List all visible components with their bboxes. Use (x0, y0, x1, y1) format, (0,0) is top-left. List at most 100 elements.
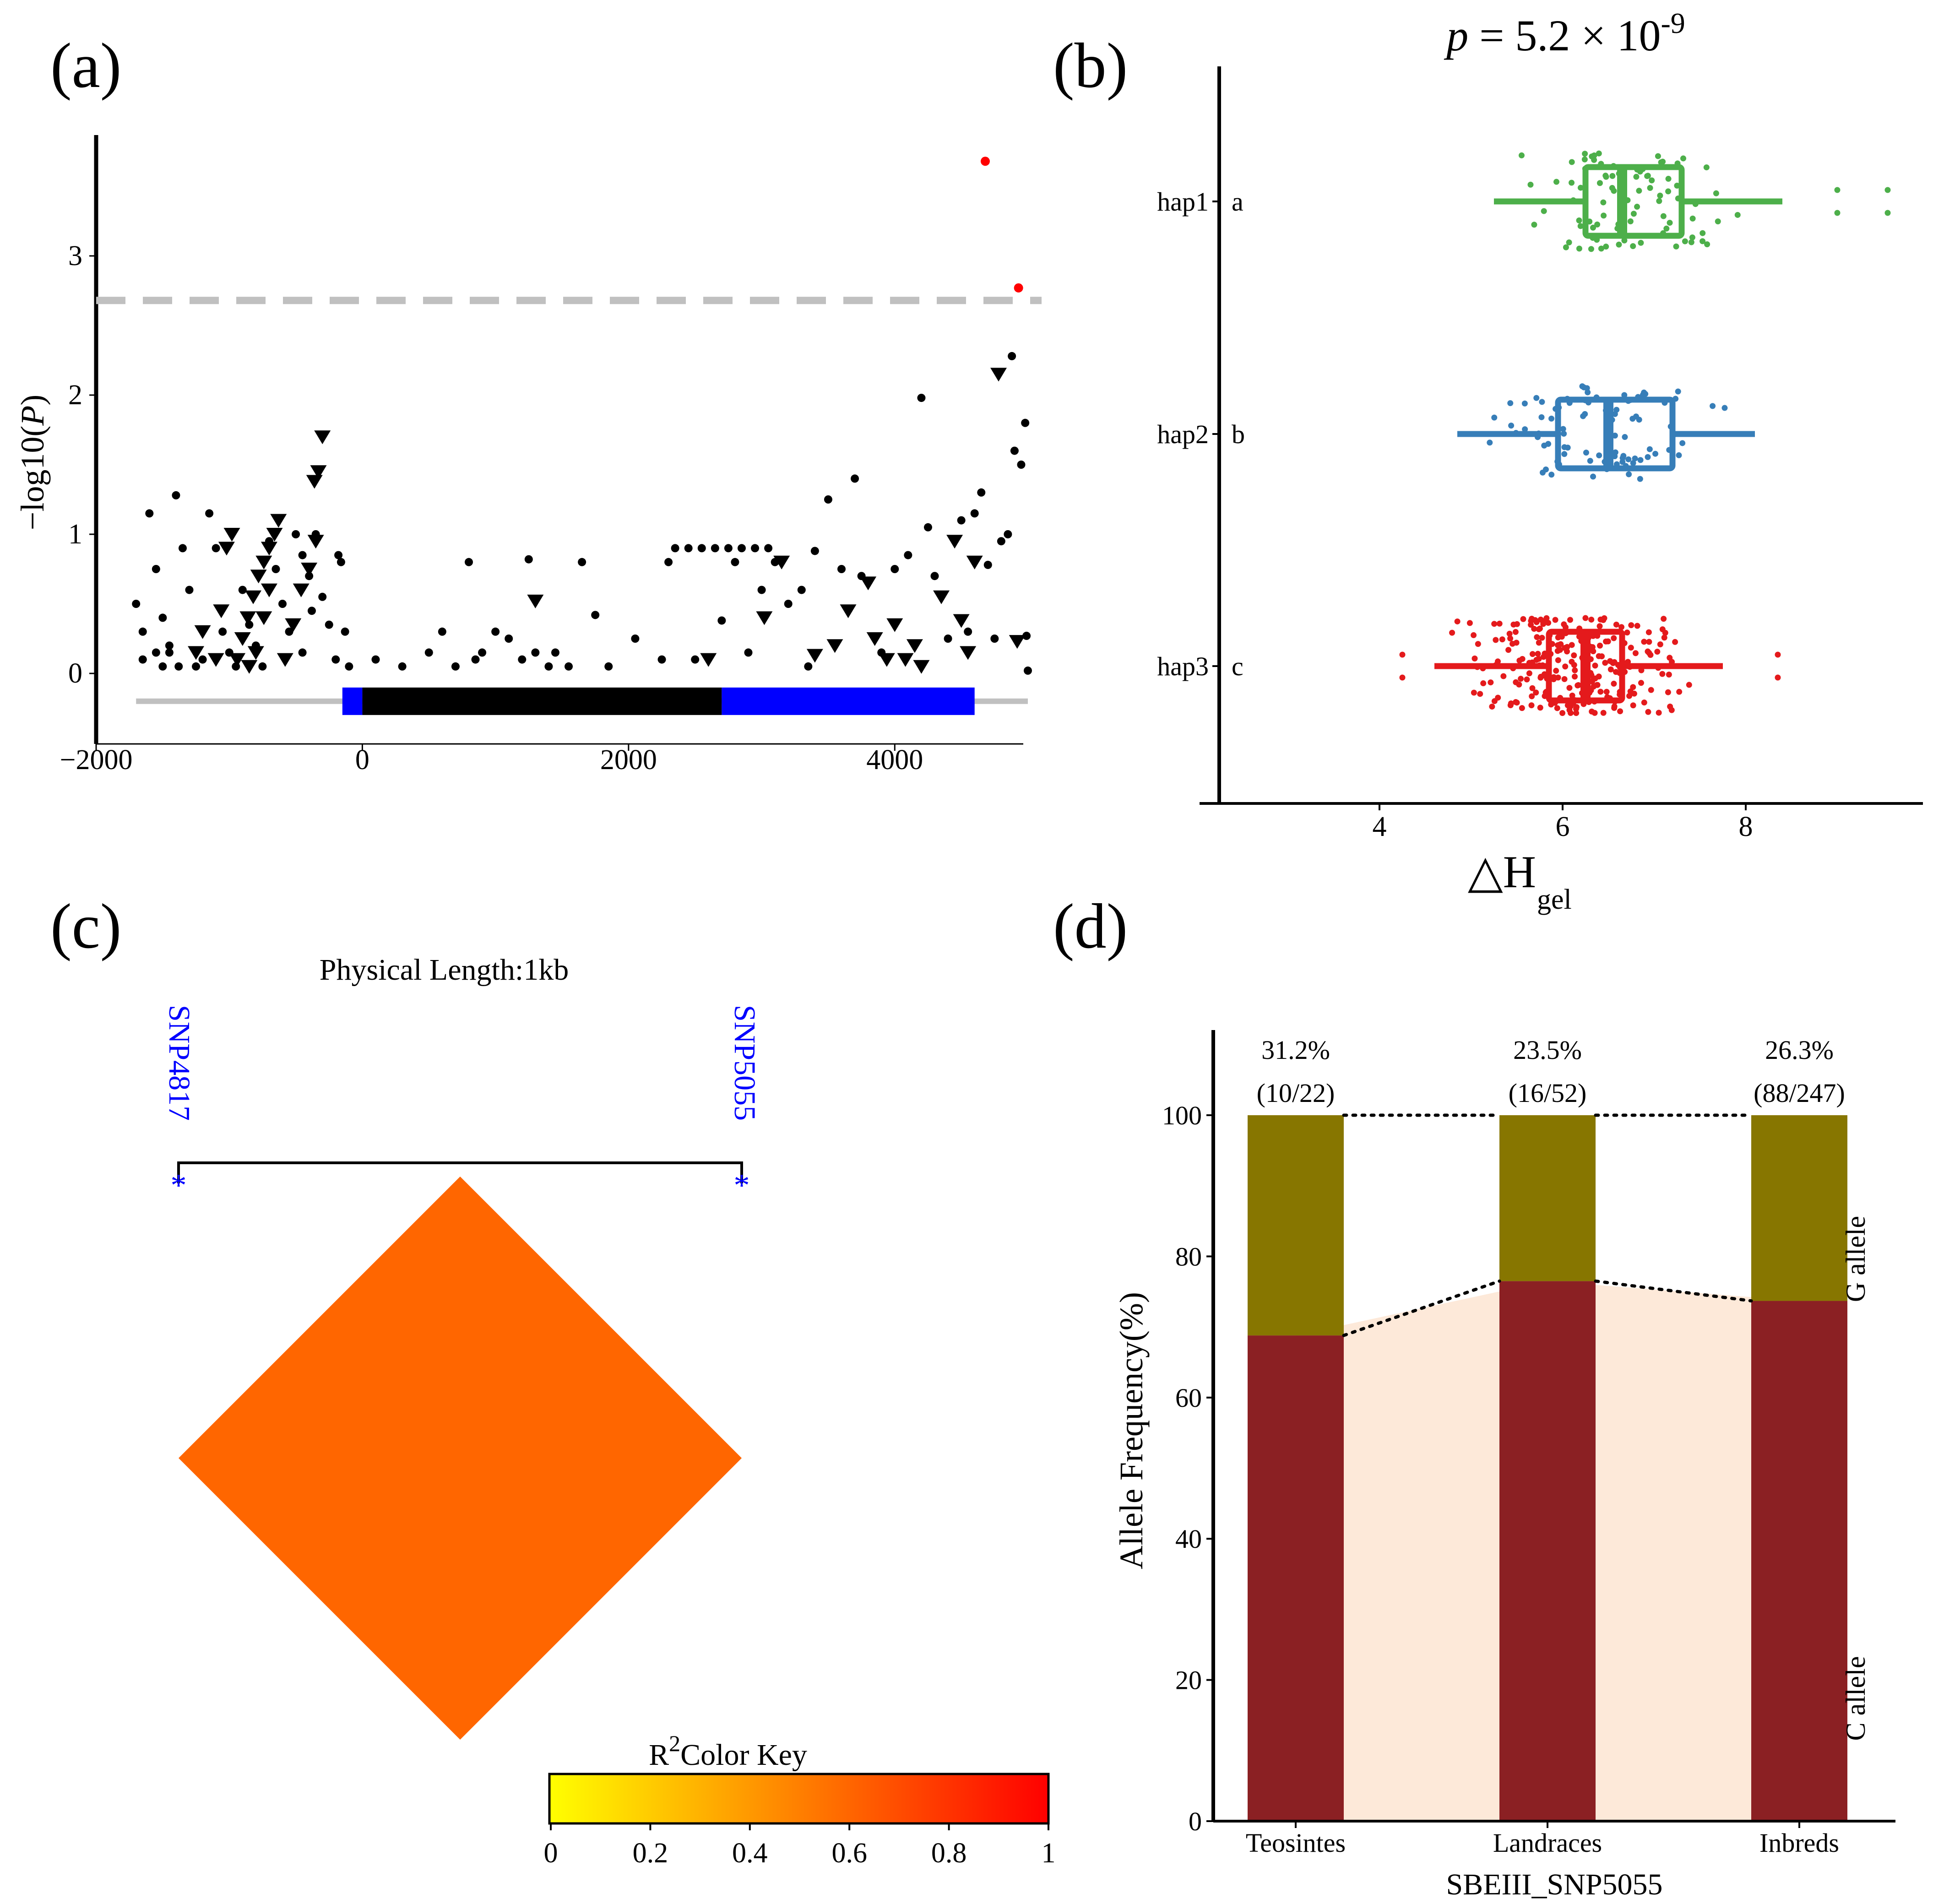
snp-point (697, 544, 706, 553)
snp-point (132, 600, 141, 608)
c-allele-legend: C allele (1841, 1656, 1871, 1741)
snp-point (438, 627, 446, 636)
snp-triangle-point (247, 646, 264, 660)
data-point (1672, 639, 1678, 645)
data-point (1634, 204, 1640, 210)
data-point (1674, 182, 1680, 189)
data-point (1721, 405, 1728, 411)
data-point (1500, 673, 1507, 679)
data-point (1507, 635, 1514, 642)
snp-triangle-point (933, 590, 950, 604)
data-point (1665, 689, 1671, 695)
snp-triangle-point (261, 583, 277, 597)
data-point (1630, 702, 1636, 709)
outlier-point (1834, 187, 1841, 193)
data-point (1666, 671, 1672, 678)
data-point (1612, 432, 1618, 439)
snp-point (711, 544, 719, 553)
snp-triangle-point (223, 528, 240, 542)
snp-point (977, 488, 986, 497)
data-point (1554, 648, 1561, 654)
data-point (1548, 472, 1555, 478)
outlier-point (1775, 674, 1781, 681)
data-point (1641, 639, 1647, 645)
data-point (1596, 673, 1602, 680)
snp-triangle-point (700, 653, 717, 667)
data-point (1680, 155, 1687, 162)
data-point (1531, 626, 1537, 632)
group-letter: a (1232, 187, 1243, 217)
data-point (1682, 238, 1688, 244)
data-point (1679, 440, 1686, 446)
snp-point (1004, 530, 1012, 538)
panel-a-y-axis-title: −log10(P) (14, 395, 51, 531)
data-point (1577, 223, 1584, 229)
snp-triangle-point (806, 649, 823, 663)
snp-point (631, 635, 640, 643)
snp-triangle-point (310, 465, 327, 479)
data-point (1569, 642, 1575, 648)
snp-point (804, 662, 813, 671)
data-point (1554, 705, 1560, 711)
data-point (1646, 639, 1652, 645)
snp-point (1017, 461, 1026, 469)
data-point (1600, 199, 1607, 206)
snp-triangle-point (960, 646, 977, 660)
snp-point (578, 558, 586, 566)
data-point (1555, 642, 1561, 648)
snp-triangle-point (234, 632, 251, 646)
data-point (1518, 152, 1525, 158)
data-point (1576, 245, 1582, 252)
snp-point (691, 655, 700, 664)
y-tick-label: hap1 (1157, 187, 1209, 217)
data-point (1528, 702, 1535, 709)
snp-point (345, 662, 353, 671)
data-point (1548, 415, 1555, 422)
data-point (1489, 703, 1495, 710)
snp-point (165, 641, 174, 650)
snp-point (298, 648, 307, 657)
y-tick-label: 2 (68, 380, 82, 411)
panel-b-ticks: 4 6 8 hap1 a hap2 b hap3 c (1157, 187, 1753, 842)
data-point (1533, 619, 1540, 625)
snp-point (491, 627, 500, 636)
data-point (1581, 156, 1588, 163)
data-point (1516, 681, 1522, 688)
snp-point (657, 655, 666, 664)
snp-point (278, 600, 287, 608)
data-point (1610, 660, 1616, 666)
color-key-title-sup: 2 (669, 1730, 680, 1756)
g-allele-percent-label: 23.5% (1513, 1035, 1582, 1065)
data-point (1561, 676, 1568, 682)
data-point (1471, 632, 1477, 638)
data-point (1454, 618, 1461, 624)
data-point (1538, 414, 1545, 420)
snp-point (205, 509, 214, 518)
snp-point (158, 662, 167, 671)
data-point (1665, 176, 1672, 182)
data-point (1637, 476, 1643, 482)
data-point (1611, 188, 1617, 194)
snp-point (478, 648, 487, 657)
data-point (1596, 452, 1602, 459)
color-key-tick-label: 0.6 (831, 1838, 867, 1869)
snp-point (810, 547, 819, 555)
data-point (1496, 620, 1503, 627)
data-point (1624, 629, 1630, 636)
data-point (1602, 173, 1609, 179)
data-point (1526, 670, 1532, 677)
data-point (1527, 181, 1534, 188)
data-point (1630, 460, 1636, 466)
color-key-ticks: 0 0.2 0.4 0.6 0.8 1 (544, 1823, 1056, 1869)
snp-point (505, 635, 513, 643)
data-point (1562, 645, 1568, 651)
snp-point (218, 627, 227, 636)
data-point (1621, 392, 1628, 398)
snp-triangle-point (255, 555, 272, 570)
data-point (1540, 654, 1547, 660)
snp-point (138, 627, 147, 636)
x-tick-label: 4000 (866, 744, 923, 776)
x-tick-label: −2000 (60, 744, 133, 776)
snp-triangle-point (250, 570, 267, 584)
snp-triangle-point (860, 576, 877, 591)
